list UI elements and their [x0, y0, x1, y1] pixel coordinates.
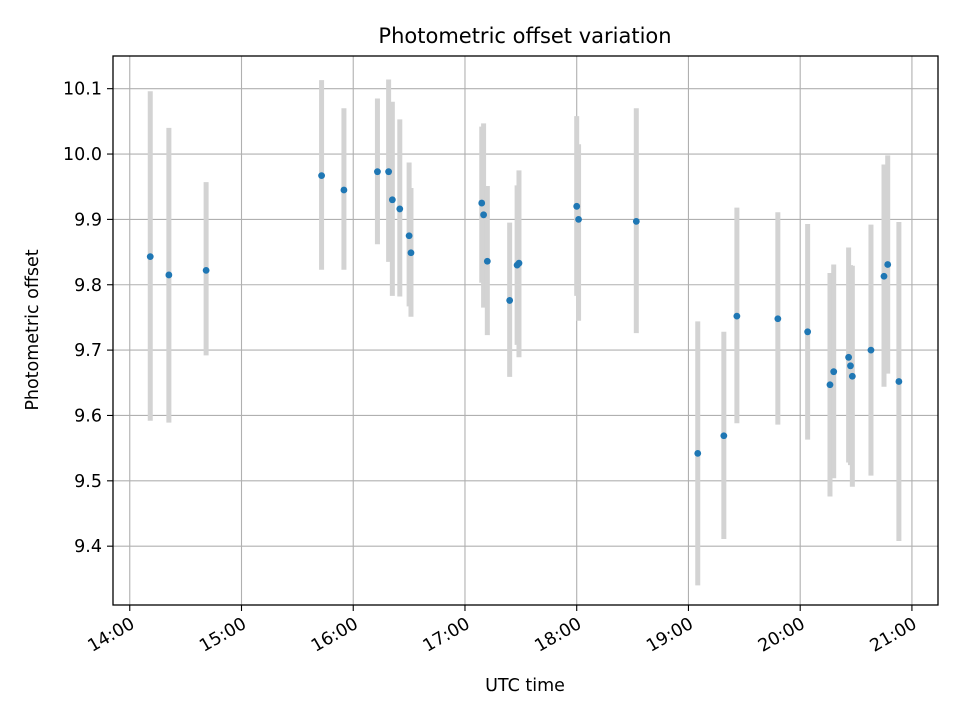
data-point	[830, 368, 838, 376]
data-point	[880, 272, 888, 280]
data-point	[573, 202, 581, 210]
data-point	[478, 199, 486, 207]
data-point	[575, 215, 582, 223]
data-point	[632, 217, 640, 225]
y-tick-label: 9.9	[74, 210, 102, 230]
data-point	[848, 372, 856, 380]
y-tick-label: 10.0	[63, 145, 102, 165]
grid	[113, 56, 938, 605]
data-point	[506, 297, 514, 304]
data-point	[388, 196, 396, 204]
data-point	[480, 211, 487, 219]
data-point	[720, 432, 728, 440]
y-tick-label: 9.5	[74, 472, 102, 492]
data-point	[146, 253, 154, 261]
y-tick-label: 9.8	[74, 276, 102, 296]
data-point	[318, 172, 325, 180]
data-point	[405, 232, 413, 240]
y-tick-label: 9.6	[74, 406, 102, 426]
plot-area	[112, 55, 939, 606]
y-tick-label: 10.1	[63, 80, 102, 100]
data-point	[884, 261, 892, 268]
data-point	[483, 257, 491, 265]
chart-title: Photometric offset variation	[378, 24, 671, 48]
data-point	[895, 378, 903, 385]
data-point	[774, 315, 782, 323]
data-point	[340, 186, 348, 194]
y-tick-label: 9.4	[74, 537, 102, 557]
y-axis-label: Photometric offset	[23, 249, 43, 410]
x-axis-label: UTC time	[485, 676, 565, 696]
data-point	[804, 328, 812, 336]
data-point	[847, 362, 854, 370]
data-point	[396, 205, 404, 213]
data-point	[407, 249, 415, 257]
data-point	[515, 259, 523, 267]
data-point	[374, 168, 381, 176]
data-point	[694, 449, 702, 457]
data-point	[867, 346, 875, 354]
data-points	[146, 168, 903, 457]
y-tick-label: 9.7	[74, 341, 102, 361]
axis-ticks: 14:00 15:00 16:00 17:00 18:00 19:00 20:00 21:00…	[63, 80, 920, 657]
data-point	[733, 312, 741, 320]
data-point	[845, 353, 853, 361]
data-point	[826, 381, 834, 389]
data-point	[202, 266, 210, 274]
data-point	[165, 271, 173, 279]
data-point	[385, 168, 393, 176]
